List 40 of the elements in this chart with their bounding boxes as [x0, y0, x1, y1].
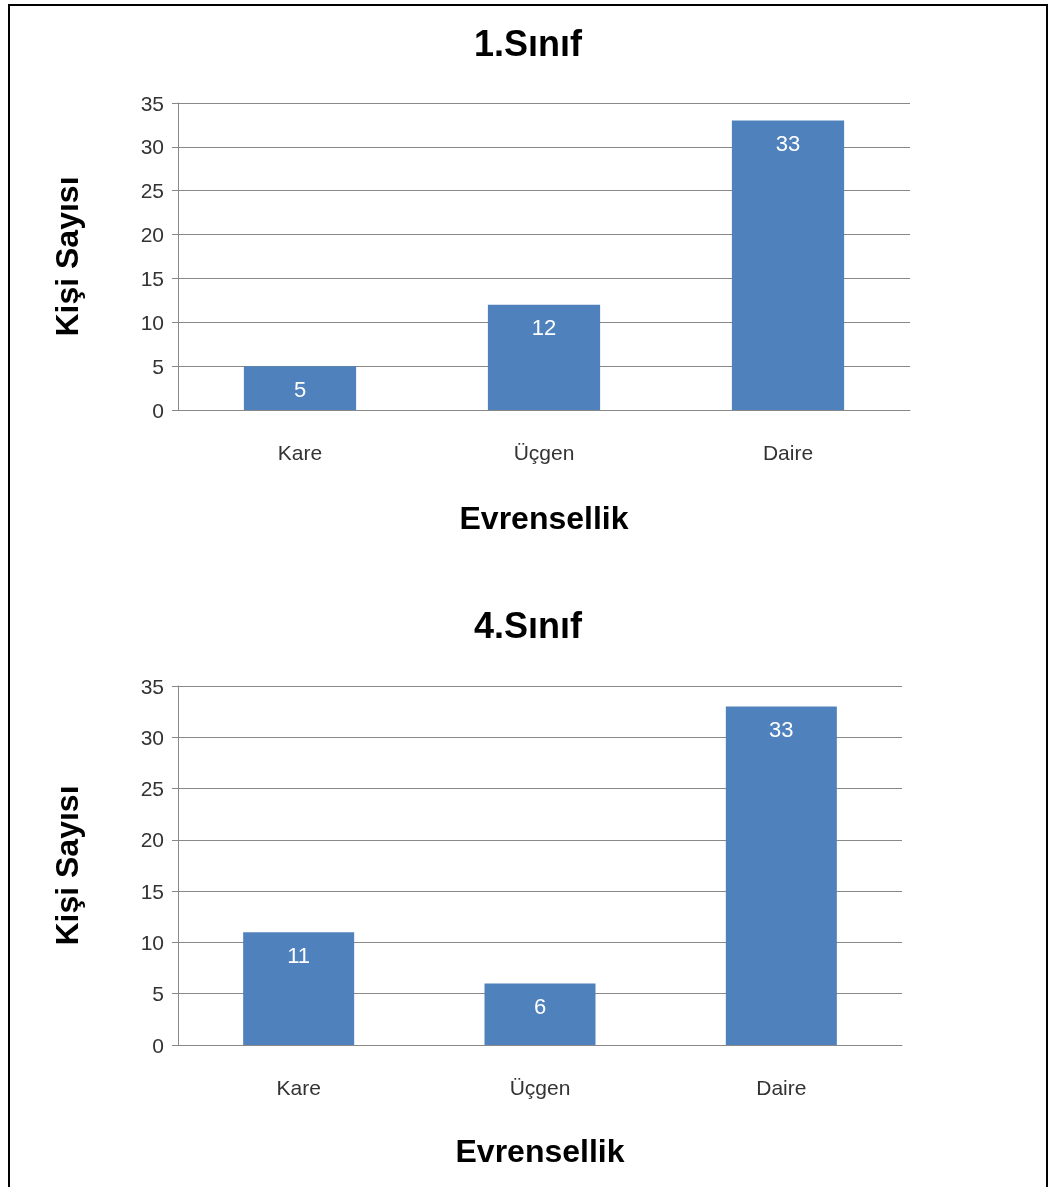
x-tick-label: Kare: [277, 441, 323, 464]
y-tick-label: 20: [140, 223, 164, 247]
bar: [484, 983, 596, 1045]
y-tick-label: 35: [140, 674, 164, 698]
y-tick-label: 5: [152, 354, 164, 378]
y-axis-title: Kişi Sayısı: [49, 176, 85, 337]
data-label: 5: [293, 376, 307, 402]
x-tick-label: Daire: [756, 1076, 807, 1099]
chart-title: 4.Sınıf: [473, 604, 584, 646]
y-tick-label: 25: [140, 179, 164, 203]
y-tick-label: 35: [140, 91, 164, 115]
y-tick-label: 20: [140, 828, 164, 852]
chart-title: 1.Sınıf: [473, 22, 584, 64]
data-label: 11: [287, 942, 311, 968]
x-tick-label: Üçgen: [513, 441, 575, 464]
bar: [243, 932, 355, 1045]
bar: [731, 120, 845, 410]
y-tick-label: 0: [152, 398, 164, 422]
y-tick-label: 10: [140, 930, 164, 954]
y-tick-label: 15: [140, 879, 164, 903]
x-axis-title: Evrensellik: [455, 1133, 625, 1169]
bar: [243, 366, 357, 410]
y-tick-label: 25: [140, 777, 164, 801]
y-tick-label: 5: [152, 982, 164, 1006]
x-tick-label: Üçgen: [509, 1076, 571, 1099]
y-tick-label: 30: [140, 135, 164, 159]
bar: [487, 304, 601, 410]
bar: [725, 706, 837, 1045]
y-axis-title: Kişi Sayısı: [49, 785, 85, 946]
data-label: 33: [775, 131, 801, 157]
y-tick-label: 0: [152, 1033, 164, 1057]
y-tick-label: 10: [140, 310, 164, 334]
data-label: 33: [769, 717, 794, 743]
y-tick-label: 15: [140, 266, 164, 290]
data-label: 12: [531, 315, 557, 341]
data-label: 6: [533, 993, 547, 1019]
x-tick-label: Daire: [762, 441, 814, 464]
x-axis-title: Evrensellik: [459, 500, 629, 536]
x-tick-label: Kare: [276, 1076, 321, 1099]
y-tick-label: 30: [140, 725, 164, 749]
